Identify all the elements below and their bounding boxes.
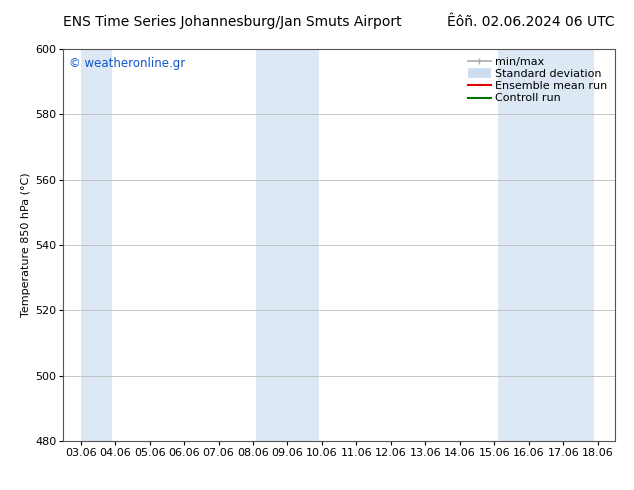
Text: © weatheronline.gr: © weatheronline.gr [69,57,185,70]
Text: Êôñ. 02.06.2024 06 UTC: Êôñ. 02.06.2024 06 UTC [448,15,615,29]
Bar [256,49,318,441]
Legend: min/max, Standard deviation, Ensemble mean run, Controll run: min/max, Standard deviation, Ensemble me… [466,54,609,106]
Bar [81,49,112,441]
Y-axis label: Temperature 850 hPa (°C): Temperature 850 hPa (°C) [21,172,31,318]
Bar [498,49,594,441]
Text: ENS Time Series Johannesburg/Jan Smuts Airport: ENS Time Series Johannesburg/Jan Smuts A… [63,15,402,29]
